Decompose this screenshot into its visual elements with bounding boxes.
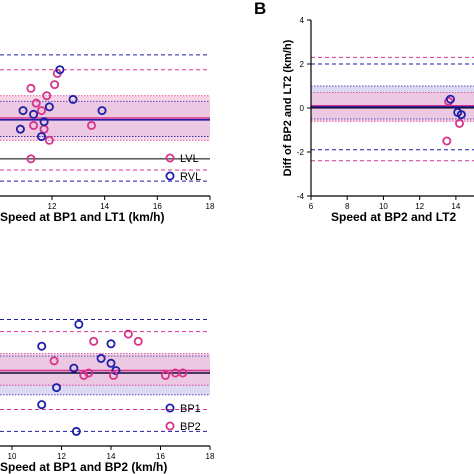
x-tick-label: 18 [206,452,215,461]
x-tick-label: 14 [107,452,116,461]
x-tick-label: 12 [48,202,57,211]
data-point [455,118,465,128]
x-tick-label: 10 [8,452,17,461]
legend-marker [165,171,175,181]
data-point [26,83,36,93]
x-tick-label: 14 [100,202,109,211]
x-tick-label: 10 [379,202,388,211]
panel-a: 12 14 16 18 Speed at BP1 and LT1 (km/h) LVL RV… [0,54,215,224]
data-point [42,91,52,101]
data-point [39,124,49,134]
x-tick-label: 6 [309,202,314,211]
data-point [26,154,36,164]
y-tick-label: -4 [297,192,305,201]
x-tick-label: 12 [415,202,424,211]
data-point [123,329,133,339]
data-point [68,94,78,104]
data-point [44,135,54,145]
data-point [89,336,99,346]
x-tick-label: 12 [57,452,66,461]
x-tick-label: 16 [153,202,162,211]
data-point [49,356,59,366]
x-axis-label: Speed at BP1 and BP2 (km/h) [0,460,167,474]
x-axis-label: Speed at BP2 and LT2 [331,210,456,224]
data-point [29,109,39,119]
x-tick-label: 8 [345,202,350,211]
y-axis-label: Diff of BP2 and LT2 (km/h) [282,39,294,176]
data-point [160,370,170,380]
data-point [170,368,180,378]
data-point [44,102,54,112]
y-tick-label: 2 [300,60,305,69]
data-point [55,65,65,75]
data-point [52,383,62,393]
data-point [87,120,97,130]
data-point [18,106,28,116]
legend-marker [165,403,175,413]
data-point [97,106,107,116]
y-tick-label: 4 [300,16,305,25]
data-point [15,124,25,134]
data-point [106,339,116,349]
data-point [453,107,463,117]
data-point [106,358,116,368]
y-tick-label: 0 [300,104,305,113]
x-tick-label: 18 [206,202,215,211]
legend-label: BP2 [180,421,201,433]
data-point [442,136,452,146]
data-point [133,336,143,346]
x-axis-label: Speed at BP1 and LT1 (km/h) [0,210,164,224]
data-point [108,370,118,380]
data-point [29,120,39,130]
data-point [31,98,41,108]
legend-label: BP1 [180,403,201,415]
data-point [178,368,188,378]
legend-marker [165,153,175,163]
data-point [36,132,46,142]
x-tick-label: 14 [451,202,460,211]
data-point [84,368,94,378]
legend-label: RVL [180,171,201,183]
data-point [444,96,454,106]
data-point [96,353,106,363]
panel-c: 10 12 14 16 18 Speed at BP1 and BP2 (km/h) BP1… [0,318,215,474]
panel-letter-b: B [254,0,266,18]
data-point [111,366,121,376]
data-point [69,363,79,373]
data-point [50,80,60,90]
x-tick-label: 16 [156,452,165,461]
data-point [74,319,84,329]
data-point [37,400,47,410]
legend-label: LVL [180,153,199,165]
data-point [37,341,47,351]
data-point [36,106,46,116]
data-point [39,117,49,127]
data-point [79,370,89,380]
legend-marker [165,421,175,431]
y-tick-label: -2 [297,148,305,157]
data-point [445,94,455,104]
data-point [71,426,81,436]
